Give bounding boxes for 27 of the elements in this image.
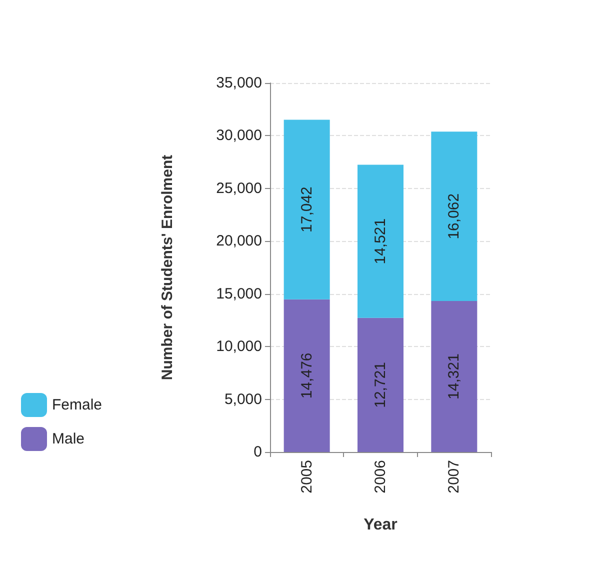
bar bbox=[358, 164, 404, 318]
bar bbox=[431, 132, 478, 302]
x-tick-label: 2005 bbox=[298, 460, 316, 494]
y-axis-title: Number of Students' Enrolment bbox=[159, 154, 176, 380]
legend-label: Female bbox=[52, 396, 102, 414]
bar bbox=[284, 299, 330, 452]
data-label: 16,062 bbox=[446, 193, 463, 240]
data-label: 17,042 bbox=[298, 186, 316, 232]
data-label: 14,321 bbox=[446, 354, 463, 400]
data-label: 14,521 bbox=[372, 218, 389, 264]
data-label: 12,721 bbox=[372, 362, 389, 408]
data-label: 14,476 bbox=[298, 352, 316, 399]
y-tick-label: 5,000 bbox=[224, 390, 262, 408]
y-tick-label: 30,000 bbox=[216, 127, 262, 144]
x-tick-label: 2006 bbox=[372, 460, 389, 494]
y-tick-label: 10,000 bbox=[216, 338, 262, 356]
x-axis-title: Year bbox=[364, 516, 398, 534]
bar bbox=[431, 301, 478, 452]
y-tick-label: 15,000 bbox=[216, 285, 262, 302]
y-tick-label: 20,000 bbox=[216, 232, 262, 250]
x-tick-label: 2007 bbox=[446, 460, 463, 494]
legend-label: Male bbox=[52, 430, 85, 448]
y-tick-label: 0 bbox=[254, 444, 262, 460]
y-tick-label: 35,000 bbox=[216, 74, 262, 92]
bar bbox=[358, 318, 404, 452]
bar bbox=[284, 120, 330, 300]
y-tick-label: 25,000 bbox=[216, 180, 262, 197]
